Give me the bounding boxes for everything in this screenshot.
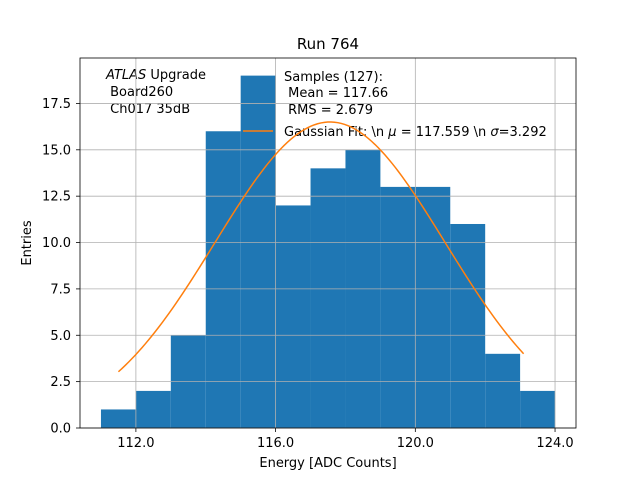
- legend-samples-mean: Mean = 117.66: [284, 86, 388, 101]
- annotation-experiment-name: ATLAS: [105, 68, 146, 83]
- y-tick-label: 7.5: [50, 282, 71, 297]
- legend-fit-mid: = 117.559 \n: [397, 125, 491, 140]
- chart-title: Run 764: [297, 35, 359, 53]
- annotation-experiment-suffix: Upgrade: [146, 68, 206, 83]
- legend-fit-sigma-symbol: σ: [490, 125, 499, 140]
- x-tick-label: 124.0: [536, 436, 573, 451]
- x-axis-label: Energy [ADC Counts]: [259, 456, 396, 471]
- histogram-bar: [450, 223, 486, 428]
- y-tick-label: 12.5: [42, 190, 71, 205]
- histogram-bar: [380, 186, 416, 428]
- legend-fit-label: Gaussian Fit: \n μ = 117.559 \n σ=3.292: [284, 125, 547, 140]
- histogram-bar: [100, 409, 136, 428]
- annotation-board: Board260: [106, 85, 173, 100]
- y-tick-label: 10.0: [42, 236, 71, 251]
- annotation-experiment: ATLAS Upgrade: [105, 68, 206, 83]
- histogram-bar: [520, 390, 556, 428]
- annotation-channel: Ch017 35dB: [106, 102, 190, 117]
- legend-samples-rms: RMS = 2.679: [284, 103, 373, 118]
- histogram-bar: [415, 186, 451, 428]
- histogram-bar: [275, 205, 311, 428]
- y-axis-ticks: 0.0 2.5 5.0 7.5 10.0 12.5 15.0 17.5: [42, 97, 80, 437]
- x-tick-label: 120.0: [397, 436, 434, 451]
- y-tick-label: 5.0: [50, 329, 71, 344]
- legend: Samples (127): Mean = 117.66 RMS = 2.679…: [243, 70, 547, 140]
- x-axis-ticks: 112.0 116.0 120.0 124.0: [117, 428, 574, 451]
- y-tick-label: 2.5: [50, 375, 71, 390]
- x-tick-label: 116.0: [257, 436, 294, 451]
- histogram-bar: [240, 75, 276, 428]
- legend-fit-prefix: Gaussian Fit: \n: [284, 125, 388, 140]
- histogram-bar: [485, 353, 521, 428]
- histogram-bar: [205, 131, 241, 428]
- legend-fit-mu-symbol: μ: [387, 125, 396, 140]
- y-axis-label: Entries: [20, 220, 35, 266]
- legend-samples-count: Samples (127):: [284, 70, 383, 85]
- y-tick-label: 17.5: [42, 97, 71, 112]
- y-tick-label: 15.0: [42, 143, 71, 158]
- y-tick-label: 0.0: [50, 422, 71, 437]
- plot-frame: [79, 57, 577, 429]
- histogram-bar: [135, 390, 171, 428]
- histogram-bar: [310, 168, 346, 428]
- gaussian-fit-curve: [117, 121, 525, 373]
- x-tick-label: 112.0: [117, 436, 154, 451]
- legend-fit-end: =3.292: [499, 125, 547, 140]
